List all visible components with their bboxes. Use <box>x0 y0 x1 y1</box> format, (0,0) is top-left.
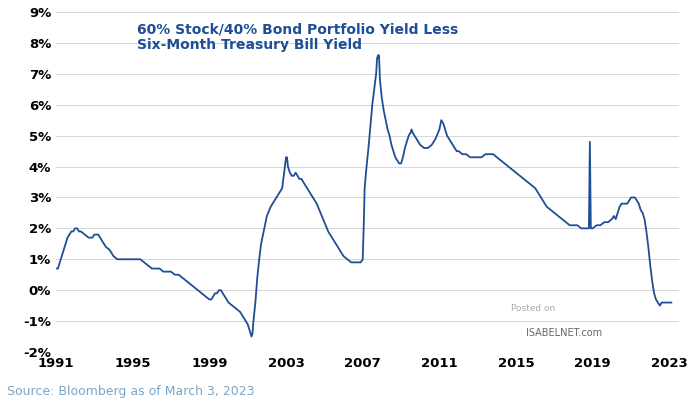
Text: ISABELNET.com: ISABELNET.com <box>526 328 603 338</box>
Text: Source: Bloomberg as of March 3, 2023: Source: Bloomberg as of March 3, 2023 <box>7 385 255 398</box>
Text: Posted on: Posted on <box>511 304 555 313</box>
Text: 60% Stock/40% Bond Portfolio Yield Less
Six-Month Treasury Bill Yield: 60% Stock/40% Bond Portfolio Yield Less … <box>137 22 458 52</box>
